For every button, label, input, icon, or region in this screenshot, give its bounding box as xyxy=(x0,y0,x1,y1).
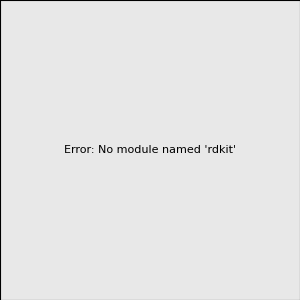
Text: Error: No module named 'rdkit': Error: No module named 'rdkit' xyxy=(64,145,236,155)
